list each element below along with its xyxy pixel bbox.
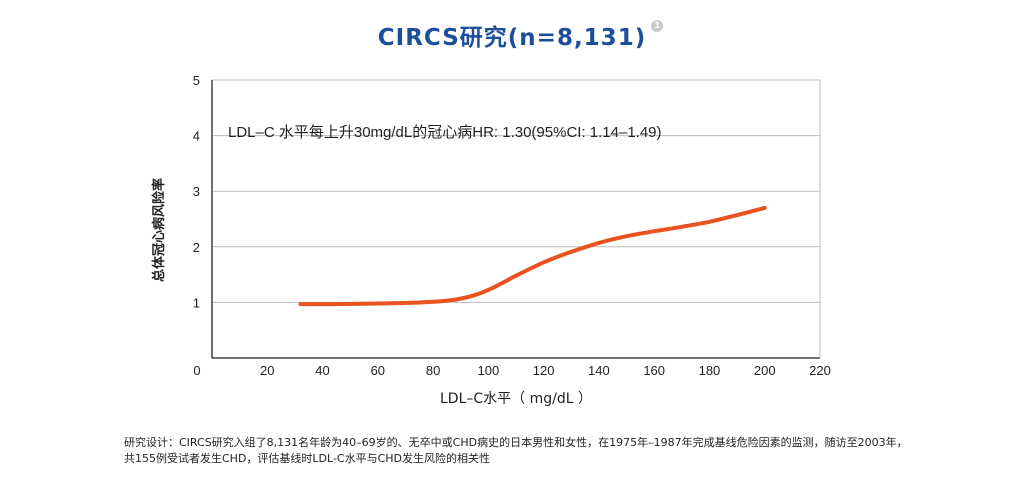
y-tick-label-5: 5 bbox=[193, 73, 200, 88]
chart-annotation: LDL–C 水平每上升30mg/dL的冠心病HR: 1.30(95%CI: 1.… bbox=[228, 124, 662, 141]
series-group bbox=[298, 205, 767, 307]
y-tick-labels: 1 2 3 4 5 bbox=[193, 73, 200, 310]
x-tick-label-80: 80 bbox=[426, 363, 440, 378]
x-tick-label-220: 220 bbox=[809, 363, 831, 378]
x-tick-label-60: 60 bbox=[371, 363, 385, 378]
y-tick-label-1: 1 bbox=[193, 295, 200, 310]
hazard-ratio-curve bbox=[298, 205, 767, 307]
study-design-footnote: 研究设计：CIRCS研究入组了8,131名年龄为40–69岁的、无卒中或CHD病… bbox=[124, 436, 908, 465]
x-tick-label-120: 120 bbox=[533, 363, 555, 378]
reference-marker: 1 bbox=[651, 20, 664, 32]
y-tick-label-3: 3 bbox=[193, 184, 200, 199]
chart-canvas: 0 20 40 60 80 100 120 140 160 180 200 220 1 2 3 4 5 LDL… bbox=[151, 73, 831, 407]
chart-title-text: CIRCS研究(n=8,131) bbox=[377, 25, 647, 51]
y-tick-label-2: 2 bbox=[193, 240, 200, 255]
x-tick-label-40: 40 bbox=[315, 363, 329, 378]
x-tick-label-160: 160 bbox=[643, 363, 665, 378]
x-tick-label-200: 200 bbox=[754, 363, 776, 378]
x-tick-label-0: 0 bbox=[193, 363, 200, 378]
y-tick-label-4: 4 bbox=[193, 129, 200, 144]
x-axis-label: LDL–C水平（ mg/dL ） bbox=[440, 391, 592, 407]
y-axis-label: 总体冠心病风险率 bbox=[151, 178, 167, 282]
axes bbox=[211, 80, 821, 359]
x-tick-labels: 0 20 40 60 80 100 120 140 160 180 200 220 bbox=[193, 363, 830, 378]
x-tick-label-20: 20 bbox=[260, 363, 274, 378]
x-tick-label-140: 140 bbox=[588, 363, 610, 378]
chart-title: CIRCS研究(n=8,131) 1 bbox=[0, 18, 1024, 52]
x-tick-label-100: 100 bbox=[478, 363, 500, 378]
x-tick-label-180: 180 bbox=[699, 363, 721, 378]
grid-lines bbox=[212, 79, 820, 303]
